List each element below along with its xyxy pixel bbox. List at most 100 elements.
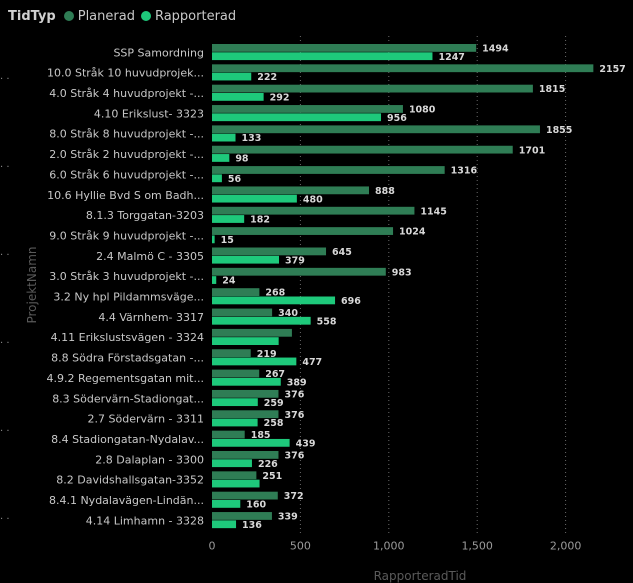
bar-planerad (212, 451, 279, 459)
data-label-planerad: 983 (392, 267, 412, 278)
category-label: 4.10 Erikslust- 3323 (94, 107, 204, 120)
bar-planerad (212, 84, 533, 93)
category-label: 2.4 Malmö C - 3305 (96, 250, 204, 263)
data-label-rapporterad: 222 (257, 72, 277, 83)
bar-rapporterad (212, 174, 222, 183)
bar-planerad (212, 105, 403, 113)
data-label-rapporterad: 1247 (438, 52, 464, 63)
data-label-rapporterad: 133 (242, 133, 262, 144)
data-label-planerad: 376 (284, 410, 304, 421)
bar-planerad (212, 308, 273, 317)
category-label: 3.0 Stråk 3 huvudprojekt -... (49, 270, 204, 283)
category-label: 8.0 Stråk 8 huvudprojekt -... (49, 128, 204, 141)
bar-rapporterad (212, 52, 433, 61)
category-label: 4.4 Värnhem- 3317 (98, 311, 204, 324)
bar-planerad (212, 491, 278, 500)
y-axis-title: ProjektNamn (25, 246, 39, 323)
category-label: 8.4 Stadiongatan-Nydalav... (51, 433, 204, 446)
bar-rapporterad (212, 438, 290, 447)
bar-rapporterad (212, 459, 252, 468)
bar-planerad (212, 410, 279, 419)
bar-rapporterad (212, 235, 215, 244)
bar-rapporterad (212, 276, 217, 284)
data-label-planerad: 340 (278, 308, 298, 319)
category-label: 2.8 Dalaplan - 3300 (95, 453, 204, 466)
bar-planerad (212, 186, 369, 195)
data-label-planerad: 268 (265, 288, 285, 299)
data-label-rapporterad: 56 (228, 174, 242, 185)
data-label-rapporterad: 136 (242, 520, 262, 531)
bar-rapporterad (212, 520, 237, 529)
legend-title: TidTyp (8, 8, 56, 24)
legend-label-rapporterad: Rapporterad (154, 8, 237, 24)
data-label-planerad: 1855 (546, 125, 572, 136)
data-label-rapporterad: 24 (222, 276, 236, 287)
bar-rapporterad (212, 377, 281, 386)
data-label-planerad: 1316 (451, 166, 478, 177)
data-label-rapporterad: 558 (317, 316, 337, 327)
bar-planerad (212, 369, 260, 378)
legend-item-planerad[interactable]: Planerad (63, 8, 135, 24)
legend-item-rapporterad[interactable]: Rapporterad (140, 8, 237, 24)
edge-dots: · · (0, 250, 10, 261)
bar-rapporterad (212, 255, 280, 264)
data-label-planerad: 1145 (420, 206, 446, 217)
category-label: 8.3 Södervärn-Stadiongat... (52, 392, 204, 405)
bar-planerad (212, 44, 477, 52)
x-tick-label: 2,000 (550, 539, 582, 552)
category-label: 4.9.2 Regementsgatan mit... (47, 372, 204, 385)
bar-planerad (212, 328, 292, 337)
x-tick-label: 1,500 (461, 539, 493, 552)
bar-planerad (212, 512, 272, 520)
bar-rapporterad (212, 93, 264, 101)
data-label-rapporterad: 15 (221, 235, 234, 246)
bar-planerad (212, 430, 245, 439)
data-label-planerad: 1815 (539, 84, 565, 95)
category-label: 8.8 Södra Förstadsgatan -... (51, 352, 204, 365)
data-label-rapporterad: 98 (235, 154, 249, 165)
bar-rapporterad (212, 479, 260, 488)
data-label-rapporterad: 480 (303, 194, 323, 205)
x-axis-title: RapporteradTid (374, 569, 467, 583)
bar-planerad (212, 64, 594, 73)
edge-dots: · · (0, 162, 10, 173)
data-label-planerad: 251 (262, 471, 282, 482)
bar-rapporterad (212, 133, 236, 142)
category-label: 2.7 Södervärn - 3311 (88, 413, 204, 426)
bar-rapporterad (212, 72, 252, 81)
bar-planerad (212, 206, 415, 215)
category-label: 9.0 Stråk 9 huvudprojekt -... (49, 229, 204, 242)
legend-dot-planerad (63, 11, 74, 21)
category-label: 10.0 Stråk 10 huvudprojek... (47, 67, 204, 80)
data-label-rapporterad: 182 (250, 215, 270, 226)
data-label-rapporterad: 389 (287, 377, 307, 388)
data-label-planerad: 372 (284, 491, 304, 502)
legend: TidTyp Planerad Rapporterad (8, 6, 242, 26)
data-label-planerad: 376 (284, 389, 304, 400)
data-label-planerad: 376 (284, 451, 304, 462)
bar-rapporterad (212, 215, 245, 223)
bar-rapporterad (212, 418, 258, 427)
edge-dots: · · (0, 338, 10, 349)
bar-planerad (212, 288, 260, 296)
bar-rapporterad (212, 337, 279, 345)
data-label-rapporterad: 160 (246, 500, 266, 511)
legend-label-planerad: Planerad (77, 8, 135, 24)
category-label: 6.0 Stråk 6 huvudprojekt -... (49, 168, 204, 181)
data-label-rapporterad: 379 (285, 255, 305, 266)
bar-rapporterad (212, 357, 297, 366)
data-label-planerad: 185 (251, 430, 271, 441)
category-label: 2.0 Stråk 2 huvudprojekt -... (49, 148, 204, 161)
edge-dots: · · (0, 74, 10, 85)
data-label-planerad: 888 (375, 186, 395, 197)
bar-planerad (212, 227, 394, 235)
category-label: 10.6 Hyllie Bvd S om Badh... (47, 189, 204, 202)
bar-rapporterad (212, 398, 258, 407)
category-label: 8.2 Davidshallsgatan-3352 (56, 474, 204, 487)
bar-planerad (212, 471, 257, 480)
bar-rapporterad (212, 296, 336, 305)
category-label: 8.4.1 Nydalavägen-Lindän... (49, 494, 204, 507)
data-label-rapporterad: 259 (264, 398, 284, 409)
category-label: 4.11 Erikslustsvägen - 3324 (51, 331, 204, 344)
